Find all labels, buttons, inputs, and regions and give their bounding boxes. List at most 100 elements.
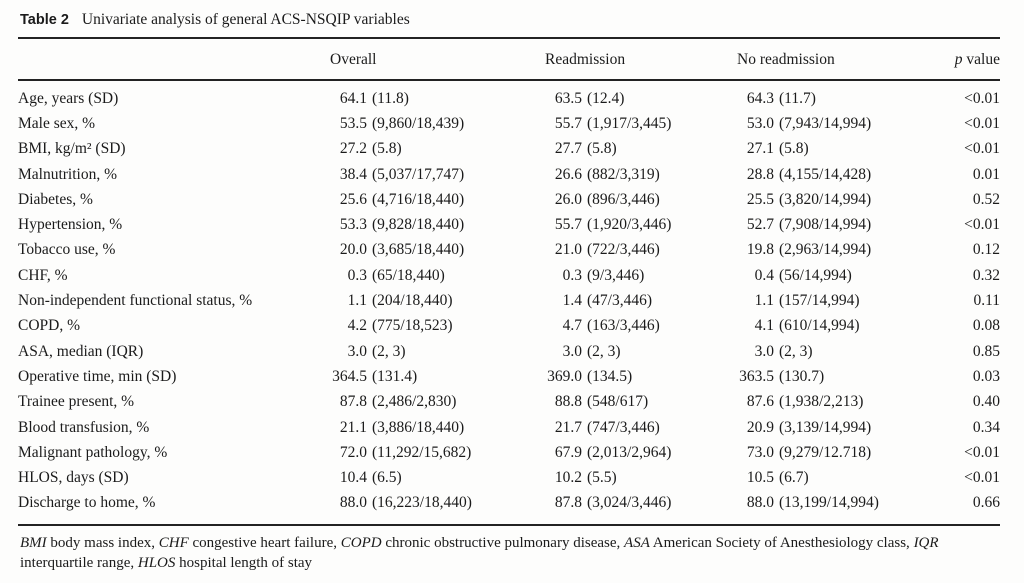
value-detail: (65/18,440) — [372, 266, 445, 284]
top-rule — [18, 37, 1000, 39]
abbreviation: HLOS — [137, 554, 176, 571]
cell-p-value: 0.03 — [972, 367, 1000, 385]
row-label: COPD, % — [18, 317, 81, 335]
value-detail: (3,139/14,994) — [779, 418, 872, 436]
value-number: 19.8 — [746, 241, 774, 259]
cell-overall: 364.5 (131.4) — [330, 368, 545, 386]
table-caption: Table 2 Univariate analysis of general AC… — [18, 9, 1000, 31]
abbreviation: COPD — [340, 535, 382, 552]
row-label: Malignant pathology, % — [18, 443, 168, 461]
value-detail: (134.5) — [587, 367, 633, 385]
cell-p-value: <0.01 — [964, 443, 1000, 461]
value-detail: (131.4) — [372, 367, 418, 385]
value-detail: (548/617) — [587, 393, 649, 411]
value-detail: (2,486/2,830) — [372, 393, 457, 411]
value-detail: (4,716/18,440) — [372, 190, 465, 208]
cell-readmission: 21.7 (747/3,446) — [545, 419, 737, 437]
value-number: 21.7 — [554, 418, 582, 436]
cell-p-value: 0.66 — [972, 494, 1000, 512]
cell-no-readmission: 19.8 (2,963/14,994) — [737, 241, 935, 259]
cell-overall: 38.4 (5,037/17,747) — [330, 166, 545, 184]
value-number: 88.0 — [746, 494, 774, 512]
cell-no-readmission: 25.5 (3,820/14,994) — [737, 191, 935, 209]
cell-overall: 27.2 (5.8) — [330, 140, 545, 158]
table-row: Malnutrition, % 38.4 (5,037/17,747) 26.6 (88… — [18, 162, 1000, 187]
cell-no-readmission: 73.0 (9,279/12.718) — [737, 444, 935, 462]
value-detail: (722/3,446) — [587, 241, 660, 259]
value-detail: (204/18,440) — [372, 292, 453, 310]
abbreviation-definition: interquartile range, — [20, 554, 138, 571]
row-label: Hypertension, % — [18, 216, 123, 234]
value-number: 55.7 — [554, 114, 582, 132]
cell-overall: 25.6 (4,716/18,440) — [330, 191, 545, 209]
value-detail: (12.4) — [587, 89, 625, 107]
value-detail: (11.8) — [372, 89, 409, 107]
value-number: 27.1 — [746, 140, 774, 158]
table-row: Trainee present, % 87.8 (2,486/2,830) 88.8 (… — [18, 390, 1000, 415]
table-row: Operative time, min (SD) 364.5 (131.4) 369.… — [18, 364, 1000, 389]
value-detail: (6.5) — [372, 469, 402, 487]
value-detail: (6.7) — [779, 469, 809, 487]
value-number: 27.7 — [554, 140, 582, 158]
value-detail: (5.8) — [587, 140, 617, 158]
value-number: 25.5 — [746, 190, 774, 208]
value-number: 63.5 — [554, 89, 582, 107]
cell-overall: 64.1 (11.8) — [330, 90, 545, 108]
col-header-p-value: p value — [935, 51, 1000, 69]
p-value-word: value — [962, 51, 1000, 68]
cell-readmission: 0.3 (9/3,446) — [545, 267, 737, 285]
table-footnote: BMI body mass index, CHF congestive hear… — [18, 534, 1000, 573]
row-label: ASA, median (IQR) — [18, 342, 144, 360]
value-number: 73.0 — [746, 443, 774, 461]
value-number: 1.1 — [754, 292, 774, 310]
value-detail: (2, 3) — [587, 342, 621, 360]
value-detail: (3,024/3,446) — [587, 494, 672, 512]
abbreviation-definition: body mass index, — [46, 535, 159, 552]
table-row: Malignant pathology, % 72.0 (11,292/15,682… — [18, 440, 1000, 465]
row-label: Discharge to home, % — [18, 494, 156, 512]
value-number: 27.2 — [339, 140, 367, 158]
value-number: 21.1 — [339, 418, 367, 436]
value-number: 4.7 — [562, 317, 582, 335]
cell-no-readmission: 20.9 (3,139/14,994) — [737, 419, 935, 437]
value-detail: (747/3,446) — [587, 418, 660, 436]
row-label: Blood transfusion, % — [18, 418, 150, 436]
value-number: 369.0 — [547, 367, 582, 385]
value-number: 3.0 — [347, 342, 367, 360]
cell-readmission: 55.7 (1,920/3,446) — [545, 216, 737, 234]
cell-p-value: 0.08 — [972, 317, 1000, 335]
value-detail: (1,938/2,213) — [779, 393, 864, 411]
cell-readmission: 3.0 (2, 3) — [545, 343, 737, 361]
p-symbol: p — [954, 51, 963, 68]
cell-overall: 87.8 (2,486/2,830) — [330, 393, 545, 411]
table-row: HLOS, days (SD) 10.4 (6.5) 10.2 (5.5) 10.5 (6.… — [18, 465, 1000, 490]
cell-overall: 4.2 (775/18,523) — [330, 317, 545, 335]
value-detail: (9,279/12.718) — [779, 443, 872, 461]
table-row: ASA, median (IQR) 3.0 (2, 3) 3.0 (2, 3) 3.0 (2… — [18, 339, 1000, 364]
value-number: 87.8 — [554, 494, 582, 512]
cell-no-readmission: 3.0 (2, 3) — [737, 343, 935, 361]
value-detail: (2,013/2,964) — [587, 443, 672, 461]
cell-no-readmission: 4.1 (610/14,994) — [737, 317, 935, 335]
value-detail: (2, 3) — [779, 342, 813, 360]
value-number: 87.6 — [746, 393, 774, 411]
cell-p-value: 0.52 — [972, 190, 1000, 208]
row-label: Male sex, % — [18, 114, 96, 132]
abbreviation: IQR — [913, 535, 939, 552]
cell-readmission: 87.8 (3,024/3,446) — [545, 494, 737, 512]
cell-no-readmission: 53.0 (7,943/14,994) — [737, 115, 935, 133]
value-detail: (5.8) — [372, 140, 402, 158]
table-row: Age, years (SD) 64.1 (11.8) 63.5 (12.4) 64.3 (… — [18, 86, 1000, 111]
cell-p-value: <0.01 — [964, 216, 1000, 234]
cell-no-readmission: 27.1 (5.8) — [737, 140, 935, 158]
value-detail: (2, 3) — [372, 342, 406, 360]
header-row: Overall Readmission No readmission p val… — [18, 39, 1000, 79]
value-detail: (5,037/17,747) — [372, 165, 465, 183]
value-detail: (11.7) — [779, 89, 816, 107]
value-detail: (157/14,994) — [779, 292, 860, 310]
table-row: Non-independent functional status, % 1.1 (… — [18, 288, 1000, 313]
cell-p-value: <0.01 — [964, 469, 1000, 487]
value-number: 26.0 — [554, 190, 582, 208]
cell-no-readmission: 88.0 (13,199/14,994) — [737, 494, 935, 512]
cell-overall: 53.3 (9,828/18,440) — [330, 216, 545, 234]
